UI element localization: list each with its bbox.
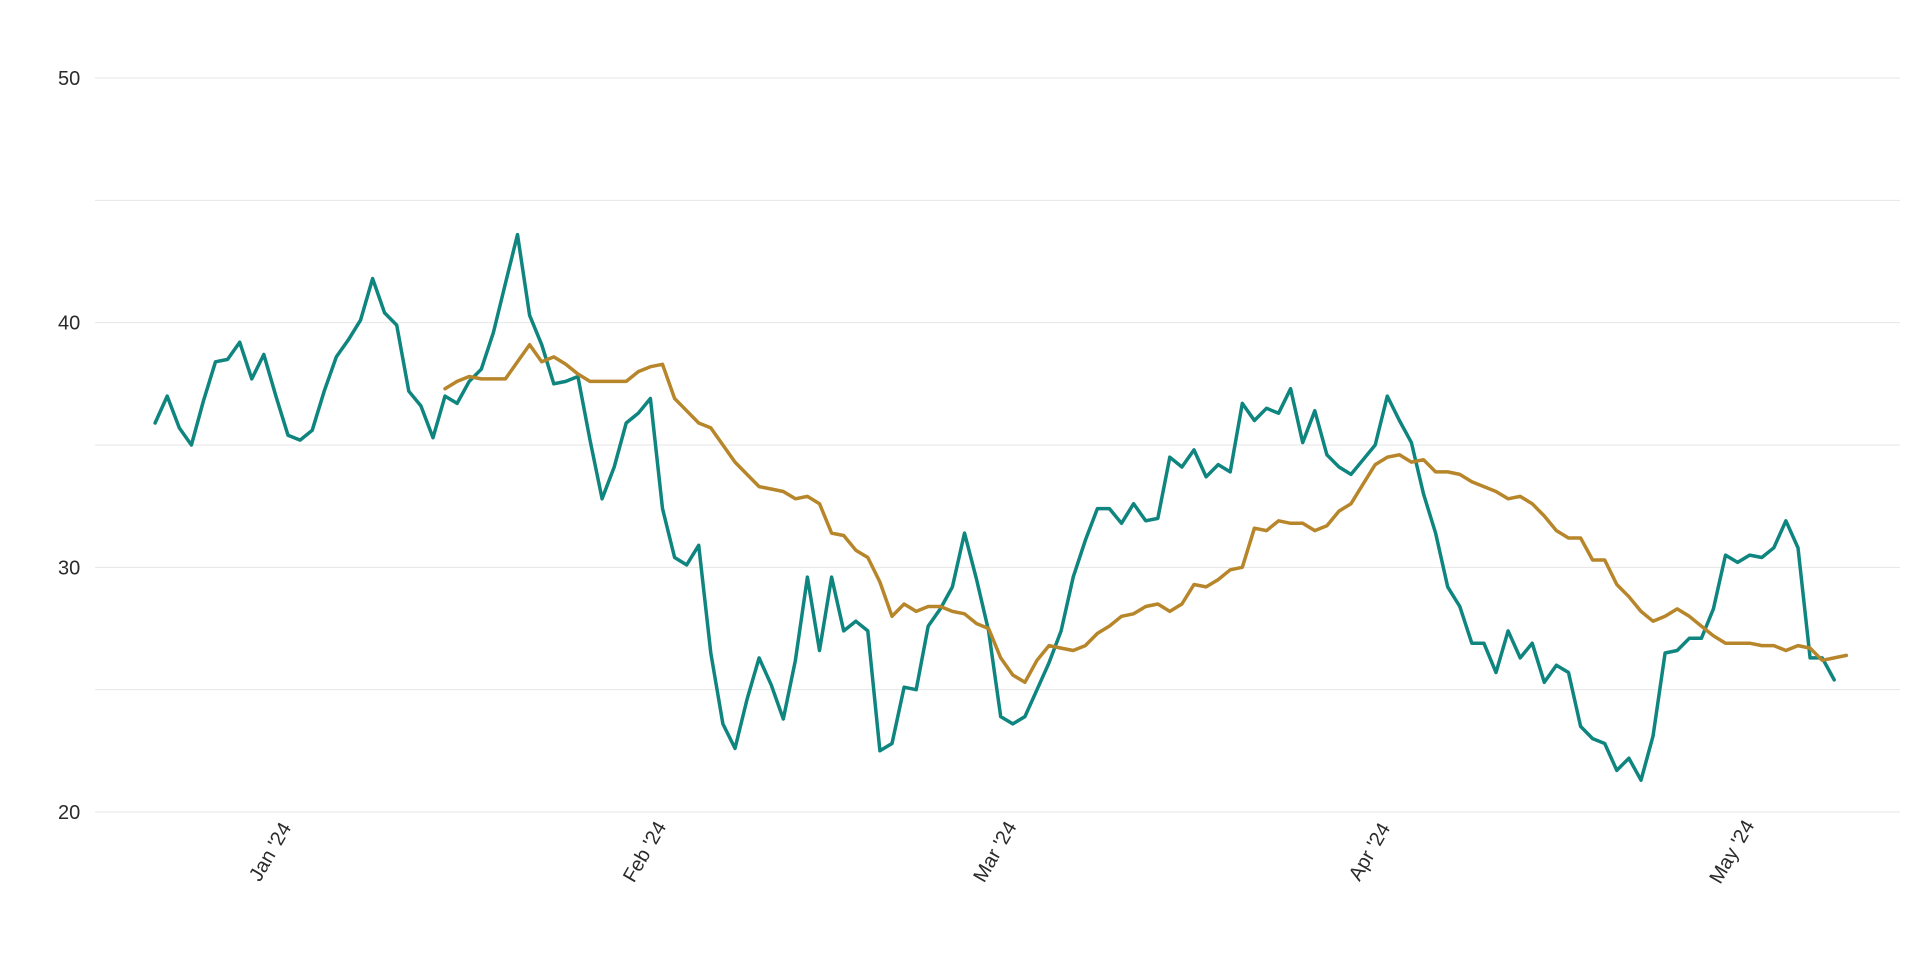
x-tick-label: Jan '24 xyxy=(245,819,296,885)
y-tick-label: 30 xyxy=(58,557,80,579)
y-tick-label: 20 xyxy=(58,802,80,824)
series-line-1 xyxy=(153,232,1836,782)
x-tick-label: Apr '24 xyxy=(1345,819,1395,884)
x-axis-tick-labels: Jan '24 Feb '24 Mar '24 Apr '24 May '24 xyxy=(245,816,1759,887)
series-lines xyxy=(153,232,1849,782)
y-tick-label: 40 xyxy=(58,313,80,335)
y-axis-tick-labels: 20 30 40 50 xyxy=(58,68,80,824)
x-tick-label: May '24 xyxy=(1705,816,1759,887)
series-line-2 xyxy=(443,342,1849,685)
y-tick-label: 50 xyxy=(58,68,80,90)
x-tick-label: Feb '24 xyxy=(619,818,671,886)
x-tick-label: Mar '24 xyxy=(969,818,1021,886)
